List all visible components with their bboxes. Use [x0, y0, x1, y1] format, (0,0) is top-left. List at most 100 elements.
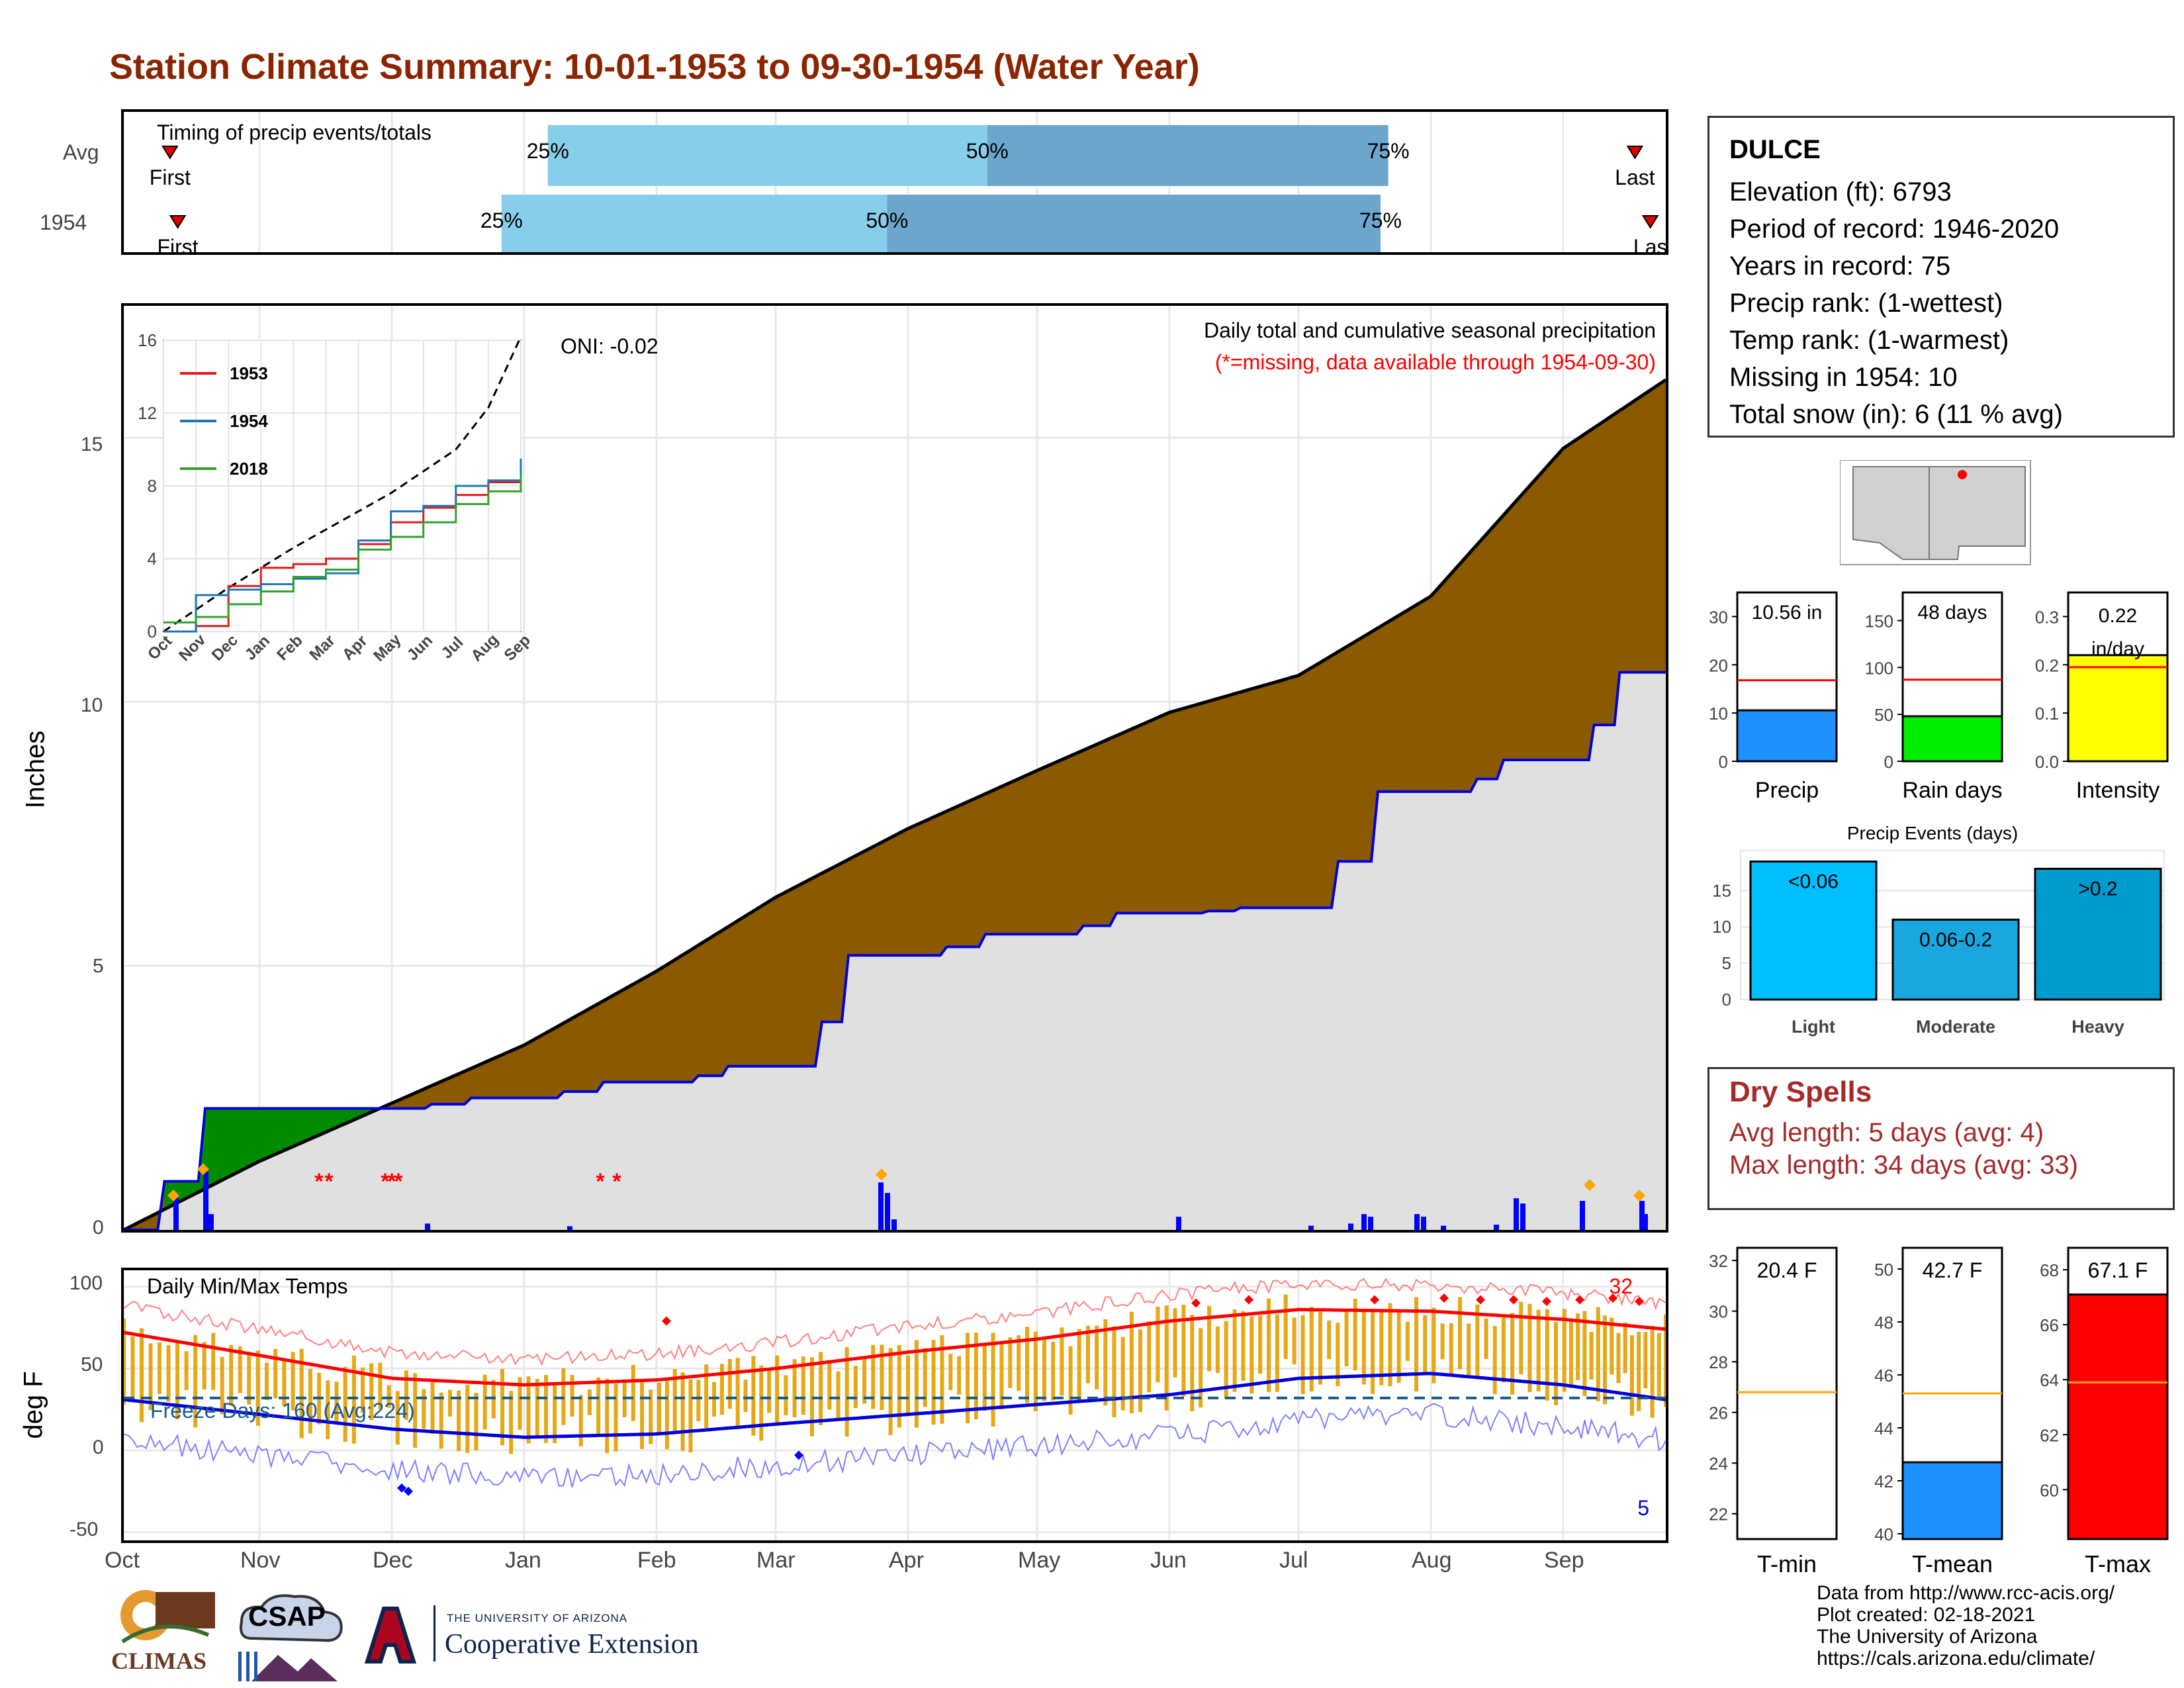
events-bar-label-1: 0.06-0.2 — [1919, 929, 1992, 951]
daily-temp-bar — [1457, 1297, 1462, 1370]
daily-temp-bar — [871, 1344, 876, 1409]
daily-temp-bar — [1637, 1331, 1641, 1411]
days-below-count: 5 — [1637, 1496, 1649, 1520]
daily-temp-bar — [1250, 1316, 1254, 1394]
daily-temp-bar — [282, 1358, 287, 1407]
daily-temp-bar — [1536, 1309, 1541, 1391]
record-high-marker — [1509, 1295, 1518, 1305]
record-high-marker — [1608, 1293, 1617, 1303]
record-high-marker — [1370, 1295, 1379, 1305]
daily-temp-bar — [229, 1344, 234, 1406]
daily-temp-bar — [1562, 1309, 1567, 1392]
month-tick-mar: Mar — [756, 1548, 796, 1573]
temp-y-label: deg F — [19, 1371, 48, 1439]
daily-temp-bar — [1475, 1304, 1480, 1376]
daily-precip-bar — [1643, 1214, 1648, 1230]
precip-extreme-marker — [197, 1163, 209, 1176]
tempbar-value-1: 42.7 F — [1923, 1258, 1983, 1282]
daily-temp-bar — [1336, 1323, 1340, 1387]
daily-temp-bar — [158, 1342, 162, 1394]
daily-temp-bar — [202, 1342, 206, 1390]
daily-temp-bar — [784, 1375, 788, 1416]
daily-temp-bar — [775, 1355, 780, 1424]
month-tick-apr: Apr — [889, 1548, 924, 1573]
events-bar-moderate — [1891, 918, 2020, 1001]
daily-temp-bar — [553, 1384, 557, 1444]
daily-temp-bar — [1300, 1315, 1305, 1395]
dry-spells-box: Dry Spells Avg length: 5 days (avg: 4) M… — [1707, 1067, 2175, 1210]
record-low-marker — [404, 1486, 413, 1496]
daily-temp-bar — [361, 1367, 365, 1413]
daily-temp-bar — [704, 1364, 709, 1429]
daily-temp-bar — [395, 1391, 400, 1445]
daily-temp-bar — [792, 1359, 797, 1417]
daily-temp-bar — [500, 1368, 505, 1446]
daily-temp-bar — [622, 1382, 627, 1417]
daily-temp-bar — [238, 1346, 242, 1393]
daily-temp-bar — [680, 1372, 685, 1451]
record-min-line — [123, 1403, 1666, 1488]
precip-chart: * * *** * *Daily total and cumulative season… — [122, 306, 1667, 1232]
timing-panel: Timing of precip events/totals 25% 50% 75% F… — [121, 109, 1668, 259]
daily-temp-bar — [334, 1382, 339, 1422]
daily-temp-bar — [897, 1344, 901, 1428]
daily-temp-bar — [727, 1359, 732, 1409]
daily-temp-bar — [1519, 1301, 1524, 1375]
missing-marker: * — [387, 1169, 396, 1194]
daily-temp-bar — [719, 1364, 724, 1415]
observed-area — [124, 672, 1666, 1230]
month-tick-jan: Jan — [505, 1548, 541, 1573]
daily-temp-bar — [1414, 1297, 1419, 1392]
station-name: DULCE — [1729, 135, 1821, 164]
timing-first-label-1954: First — [157, 235, 198, 252]
daily-temp-bar — [888, 1348, 893, 1436]
daily-precip-bar — [1580, 1201, 1585, 1230]
daily-temp-bar — [1510, 1313, 1515, 1395]
record-low-marker — [794, 1450, 803, 1460]
daily-temp-bar — [526, 1376, 531, 1444]
station-elevation: Elevation (ft): 6793 — [1729, 177, 1952, 207]
timing-bar-q25-q50-avg — [547, 125, 987, 186]
daily-temp-bar — [369, 1363, 374, 1421]
events-bar-heavy — [2034, 867, 2162, 1001]
tempbar-tick-label: 66 — [2040, 1315, 2059, 1335]
summary-tick-label: 30 — [1709, 607, 1728, 627]
daily-temp-bar — [657, 1382, 661, 1435]
summary-value-unit-2: in/day — [2091, 638, 2144, 660]
tempbar-tick-label: 26 — [1709, 1403, 1728, 1423]
daily-temp-bar — [1103, 1319, 1108, 1406]
inset-ytick: 16 — [138, 330, 157, 350]
station-info: DULCE Elevation (ft): 6793 Period of rec… — [1707, 116, 2175, 438]
inset-avg-line — [163, 336, 522, 633]
tempbar-tick-label: 40 — [1874, 1524, 1893, 1544]
record-high-marker — [1635, 1296, 1644, 1306]
summary-tick-label: 0.3 — [2035, 607, 2059, 627]
timing-last-marker-1954 — [1641, 215, 1659, 229]
tempbar-tick-label: 68 — [2040, 1260, 2059, 1280]
daily-temp-bar — [1623, 1322, 1627, 1374]
summary-tick-label: 0.2 — [2035, 655, 2059, 675]
month-tick-jun: Jun — [1150, 1548, 1187, 1573]
daily-temp-bar — [1596, 1307, 1600, 1401]
daily-temp-bar — [291, 1352, 295, 1411]
daily-temp-bar — [914, 1340, 919, 1428]
daily-temp-bar — [343, 1366, 347, 1442]
daily-temp-bar — [1379, 1309, 1384, 1385]
credit-data-source: Data from http://www.rcc-acis.org/ — [1817, 1582, 2115, 1604]
daily-temp-bar — [696, 1380, 701, 1421]
daily-temp-bar — [1215, 1326, 1220, 1374]
daily-temp-bar — [844, 1347, 849, 1437]
daily-temp-bar — [1440, 1323, 1445, 1360]
record-high-marker — [1476, 1295, 1485, 1305]
summary-tick-label: 0 — [1719, 752, 1728, 772]
daily-temp-bar — [801, 1356, 805, 1415]
station-precip-rank: Precip rank: (1-wettest) — [1729, 289, 2003, 318]
month-tick-aug: Aug — [1412, 1548, 1452, 1573]
daily-precip-bar — [1520, 1203, 1525, 1230]
inset-xtick: Dec — [208, 632, 242, 665]
daily-temp-bar — [211, 1333, 216, 1390]
daily-temp-bar — [587, 1389, 592, 1415]
timing-bar-q50-q75-1954 — [887, 195, 1381, 256]
daily-precip-bar — [1514, 1198, 1519, 1230]
tempbar-tick-label: 60 — [2040, 1480, 2059, 1500]
